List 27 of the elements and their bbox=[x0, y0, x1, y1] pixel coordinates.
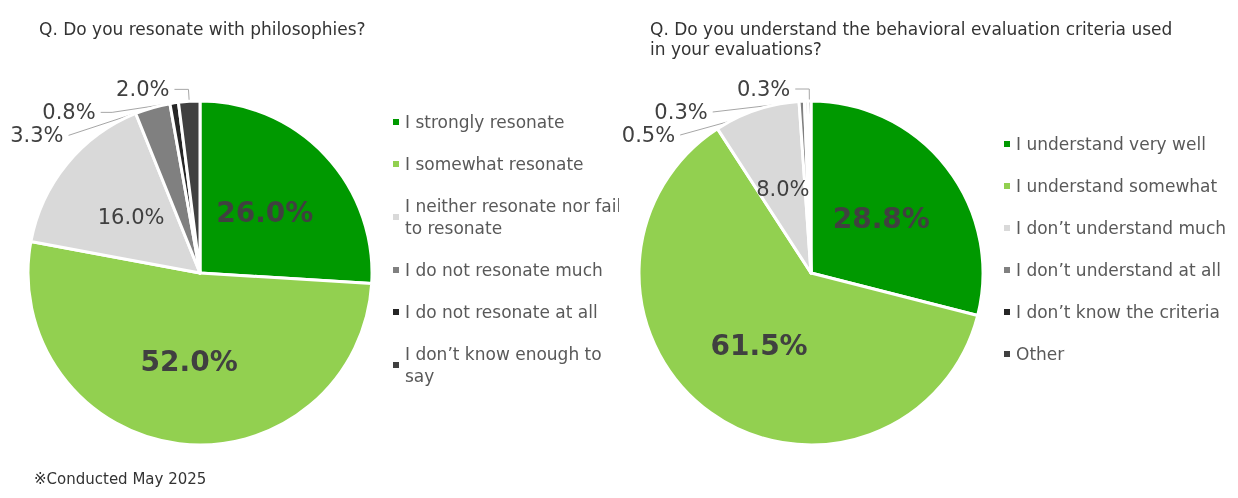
data-label: 28.8% bbox=[832, 201, 930, 235]
legend-label: I do not resonate much bbox=[405, 260, 603, 280]
legend-label: I understand somewhat bbox=[1016, 176, 1218, 196]
chart-title: Q. Do you understand the behavioral evaluation criteria used in your evaluations? bbox=[650, 19, 1178, 59]
data-label: 0.3% bbox=[654, 100, 708, 125]
legend-label: I understand very well bbox=[1016, 134, 1206, 154]
data-label: 0.5% bbox=[621, 123, 676, 148]
legend-label: I don’t know the criteria bbox=[1016, 302, 1220, 322]
data-label: 0.8% bbox=[42, 100, 96, 125]
data-label: 3.3% bbox=[10, 123, 64, 148]
data-label: 52.0% bbox=[140, 344, 238, 378]
legend-label: I don’t know enough to say bbox=[405, 344, 608, 386]
legend-label: I somewhat resonate bbox=[405, 154, 584, 174]
legend-label: I do not resonate at all bbox=[405, 302, 598, 322]
legend-label: Other bbox=[1016, 344, 1065, 364]
data-label: 2.0% bbox=[116, 77, 170, 102]
data-label: 0.3% bbox=[736, 77, 791, 102]
data-label: 16.0% bbox=[97, 204, 165, 229]
data-label: 61.5% bbox=[710, 328, 808, 362]
chart-title: Q. Do you resonate with philosophies? bbox=[39, 19, 366, 39]
legend-label: I don’t understand at all bbox=[1016, 260, 1221, 280]
legend-label: I strongly resonate bbox=[405, 112, 565, 132]
legend-label: I neither resonate nor fail to resonate bbox=[405, 196, 627, 238]
data-label: 8.0% bbox=[756, 176, 810, 201]
data-label: 26.0% bbox=[216, 195, 314, 229]
text: ※Conducted May 2025 bbox=[34, 469, 207, 488]
legend-label: I don’t understand much bbox=[1016, 218, 1227, 238]
